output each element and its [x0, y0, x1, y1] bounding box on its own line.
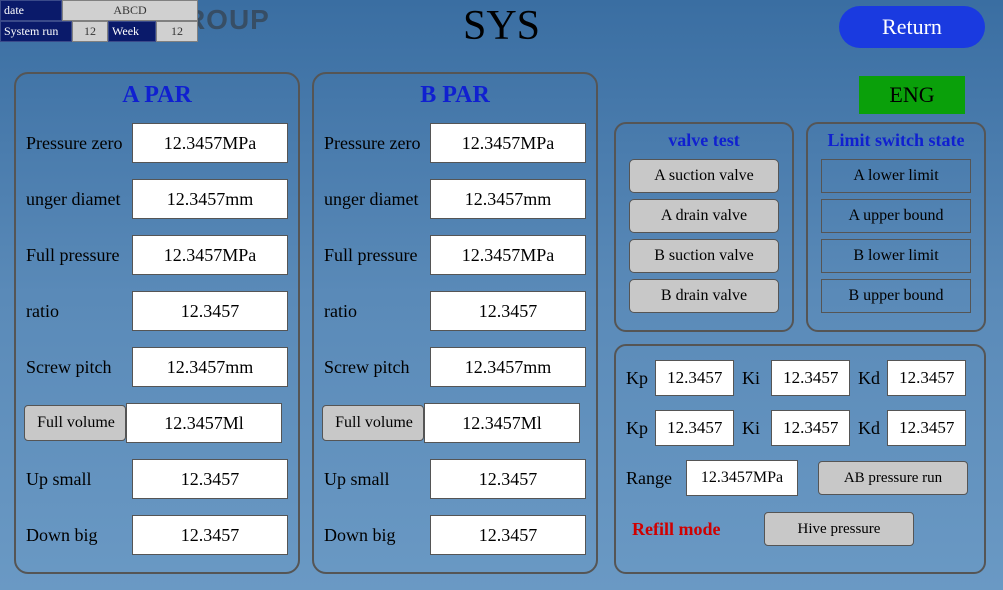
kd1-value[interactable]: 12.3457	[887, 360, 966, 396]
a-par-value-6[interactable]: 12.3457	[132, 459, 288, 499]
a-par-label-2: Full pressure	[24, 245, 132, 266]
a-par-value-2[interactable]: 12.3457MPa	[132, 235, 288, 275]
a-par-label-5[interactable]: Full volume	[24, 405, 126, 441]
a-par-value-3[interactable]: 12.3457	[132, 291, 288, 331]
pid-panel: Kp 12.3457 Ki 12.3457 Kd 12.3457 Kp 12.3…	[614, 344, 986, 574]
ab-mode-button[interactable]: AB pressure run	[818, 461, 968, 495]
b-par-row-1: unger diamet12.3457mm	[322, 173, 588, 225]
a-par-value-1[interactable]: 12.3457mm	[132, 179, 288, 219]
b-panel-title: B PAR	[322, 82, 588, 109]
limit-item-3: B upper bound	[821, 279, 971, 313]
a-par-value-4[interactable]: 12.3457mm	[132, 347, 288, 387]
range-row: Range 12.3457MPa AB pressure run	[626, 456, 974, 500]
kd2-value[interactable]: 12.3457	[887, 410, 966, 446]
a-par-value-5[interactable]: 12.3457Ml	[126, 403, 282, 443]
b-par-label-3: ratio	[322, 301, 430, 322]
pid-row-2: Kp 12.3457 Ki 12.3457 Kd 12.3457	[626, 406, 974, 450]
refill-mode-button[interactable]: Hive pressure	[764, 512, 914, 546]
valve-test-title: valve test	[622, 130, 786, 151]
a-parameter-panel: A PAR Pressure zero12.3457MPaunger diame…	[14, 72, 300, 574]
a-par-row-6: Up small12.3457	[24, 453, 290, 505]
b-par-row-2: Full pressure12.3457MPa	[322, 229, 588, 281]
a-par-row-4: Screw pitch12.3457mm	[24, 341, 290, 393]
b-par-label-2: Full pressure	[322, 245, 430, 266]
b-par-value-4[interactable]: 12.3457mm	[430, 347, 586, 387]
valve-test-panel: valve test A suction valve A drain valve B…	[614, 122, 794, 332]
refill-row: Refill mode Hive pressure	[626, 512, 974, 546]
b-par-label-6: Up small	[322, 469, 430, 490]
b-par-value-3[interactable]: 12.3457	[430, 291, 586, 331]
kd2-label: Kd	[858, 418, 887, 439]
b-par-value-0[interactable]: 12.3457MPa	[430, 123, 586, 163]
ki2-value[interactable]: 12.3457	[771, 410, 850, 446]
b-par-label-5[interactable]: Full volume	[322, 405, 424, 441]
a-par-label-3: ratio	[24, 301, 132, 322]
limit-item-2: B lower limit	[821, 239, 971, 273]
refill-mode-label: Refill mode	[626, 519, 736, 540]
a-par-row-1: unger diamet12.3457mm	[24, 173, 290, 225]
ki1-label: Ki	[742, 368, 771, 389]
a-par-label-4: Screw pitch	[24, 357, 132, 378]
a-par-row-5: Full volume12.3457Ml	[24, 397, 290, 449]
b-par-row-6: Up small12.3457	[322, 453, 588, 505]
b-par-label-4: Screw pitch	[322, 357, 430, 378]
b-par-row-3: ratio12.3457	[322, 285, 588, 337]
a-par-label-6: Up small	[24, 469, 132, 490]
b-par-row-4: Screw pitch12.3457mm	[322, 341, 588, 393]
limit-item-1: A upper bound	[821, 199, 971, 233]
kp1-label: Kp	[626, 368, 655, 389]
b-par-value-6[interactable]: 12.3457	[430, 459, 586, 499]
b-par-label-0: Pressure zero	[322, 133, 430, 154]
limit-switch-title: Limit switch state	[814, 130, 978, 151]
range-value[interactable]: 12.3457MPa	[686, 460, 798, 496]
a-par-row-2: Full pressure12.3457MPa	[24, 229, 290, 281]
b-par-value-5[interactable]: 12.3457Ml	[424, 403, 580, 443]
b-par-row-0: Pressure zero12.3457MPa	[322, 117, 588, 169]
a-par-value-0[interactable]: 12.3457MPa	[132, 123, 288, 163]
range-label: Range	[626, 468, 686, 489]
a-panel-title: A PAR	[24, 82, 290, 109]
b-par-value-2[interactable]: 12.3457MPa	[430, 235, 586, 275]
b-parameter-panel: B PAR Pressure zero12.3457MPaunger diame…	[312, 72, 598, 574]
valve-btn-1[interactable]: A drain valve	[629, 199, 779, 233]
b-par-label-7: Down big	[322, 525, 430, 546]
kp2-label: Kp	[626, 418, 655, 439]
kd1-label: Kd	[858, 368, 887, 389]
a-par-value-7[interactable]: 12.3457	[132, 515, 288, 555]
limit-switch-panel: Limit switch state A lower limit A upper …	[806, 122, 986, 332]
b-par-label-1: unger diamet	[322, 189, 430, 210]
valve-btn-0[interactable]: A suction valve	[629, 159, 779, 193]
a-par-label-7: Down big	[24, 525, 132, 546]
b-par-value-1[interactable]: 12.3457mm	[430, 179, 586, 219]
limit-item-0: A lower limit	[821, 159, 971, 193]
b-par-row-5: Full volume12.3457Ml	[322, 397, 588, 449]
kp2-value[interactable]: 12.3457	[655, 410, 734, 446]
pid-row-1: Kp 12.3457 Ki 12.3457 Kd 12.3457	[626, 356, 974, 400]
b-par-value-7[interactable]: 12.3457	[430, 515, 586, 555]
a-par-label-1: unger diamet	[24, 189, 132, 210]
a-par-row-7: Down big12.3457	[24, 509, 290, 561]
ki2-label: Ki	[742, 418, 771, 439]
b-par-row-7: Down big12.3457	[322, 509, 588, 561]
valve-btn-2[interactable]: B suction valve	[629, 239, 779, 273]
ki1-value[interactable]: 12.3457	[771, 360, 850, 396]
a-par-row-3: ratio12.3457	[24, 285, 290, 337]
return-button[interactable]: Return	[839, 6, 985, 48]
kp1-value[interactable]: 12.3457	[655, 360, 734, 396]
a-par-row-0: Pressure zero12.3457MPa	[24, 117, 290, 169]
valve-btn-3[interactable]: B drain valve	[629, 279, 779, 313]
a-par-label-0: Pressure zero	[24, 133, 132, 154]
language-eng-button[interactable]: ENG	[859, 76, 965, 114]
